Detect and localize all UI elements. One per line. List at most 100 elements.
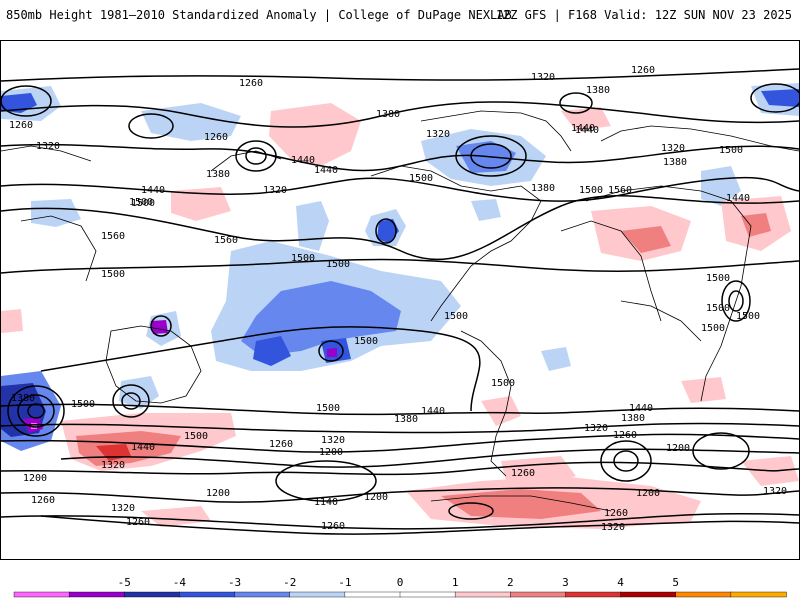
contour-label: 1500 <box>706 303 730 314</box>
contour-label: 1500 <box>491 378 515 389</box>
colorbar-swatch <box>13 591 70 598</box>
contour-label: 1500 <box>719 145 743 156</box>
contour-label: 1440 <box>571 123 595 134</box>
colorbar-tick-label: -3 <box>227 576 242 589</box>
coastlines <box>1 110 799 512</box>
contour-label: 1260 <box>204 132 228 143</box>
contour-label: 1260 <box>613 430 637 441</box>
contour-label: 1380 <box>206 169 230 180</box>
contour-label: 1500 <box>129 197 153 208</box>
contour-label: 1380 <box>621 413 645 424</box>
contour-label: 1440 <box>575 125 599 136</box>
contour-label: 1260 <box>31 495 55 506</box>
contour-label: 1440 <box>314 165 338 176</box>
contour-label: 1200 <box>636 488 660 499</box>
colorbar-swatch <box>68 591 125 598</box>
contour-label: 1260 <box>239 78 263 89</box>
contour-label: 1380 <box>11 393 35 404</box>
header-bar: 850mb Height 1981–2010 Standardized Anom… <box>0 0 800 30</box>
colorbar-swatch <box>234 591 291 598</box>
colorbar-svg <box>13 591 787 598</box>
colorbar: -5 -4 -3 -2 -1 0 1 2 3 4 5 <box>0 566 800 600</box>
contour-label: 1200 <box>666 443 690 454</box>
contour-label: 1440 <box>421 406 445 417</box>
contour-label: 1260 <box>269 439 293 450</box>
contour-label: 1260 <box>604 508 628 519</box>
colorbar-tick-label: -1 <box>338 576 352 589</box>
colorbar-tick-label: 0 <box>396 576 404 589</box>
colorbar-swatch <box>675 591 732 598</box>
contour-labels: 1260 1320 1260 1380 1260 1320 1260 1380 … <box>9 65 787 533</box>
colorbar-swatch <box>510 591 567 598</box>
contour-label: 1260 <box>631 65 655 76</box>
contour-label: 1500 <box>409 173 433 184</box>
contour-label: 1320 <box>601 522 625 533</box>
colorbar-swatch <box>179 591 236 598</box>
colorbar-swatch <box>454 591 511 598</box>
contour-label: 1560 <box>101 231 125 242</box>
contour-label: 1500 <box>101 269 125 280</box>
contour-label: 1560 <box>214 235 238 246</box>
contour-label: 1500 <box>444 311 468 322</box>
colorbar-tick-label: 4 <box>617 576 624 589</box>
contour-label: 1440 <box>726 193 750 204</box>
contour-label: 1500 <box>71 399 95 410</box>
colorbar-swatches <box>13 591 787 598</box>
contour-label: 1500 <box>706 273 730 284</box>
contour-label: 1500 <box>579 185 603 196</box>
contour-label: 1200 <box>319 447 343 458</box>
contour-label: 1200 <box>364 492 388 503</box>
contour-label: 1500 <box>736 311 760 322</box>
colorbar-swatch <box>620 591 677 598</box>
colorbar-tick-label: -4 <box>172 576 187 589</box>
contour-label: 1260 <box>9 120 33 131</box>
colorbar-tick-label: 2 <box>506 576 514 589</box>
contour-label: 1320 <box>111 503 135 514</box>
colorbar-tick-label: 5 <box>672 576 680 589</box>
contour-label: 1500 <box>184 431 208 442</box>
colorbar-swatch <box>124 591 181 598</box>
contour-label: 1380 <box>376 109 400 120</box>
colorbar-swatch <box>730 591 787 598</box>
height-contours <box>1 68 799 535</box>
contour-label: 1320 <box>101 460 125 471</box>
contour-label: 1440 <box>131 442 155 453</box>
colorbar-tick-label: -5 <box>117 576 131 589</box>
contour-label: 1440 <box>291 155 315 166</box>
contour-label: 1320 <box>36 141 60 152</box>
contour-label: 1260 <box>321 521 345 532</box>
negative-anomaly-shading <box>1 83 799 451</box>
colorbar-tick-label: 3 <box>562 576 569 589</box>
colorbar-tick-label: -2 <box>283 576 297 589</box>
contour-label: 1500 <box>316 403 340 414</box>
contour-label: 1500 <box>326 259 350 270</box>
contour-label: 1320 <box>584 423 608 434</box>
contour-label: 1320 <box>321 435 345 446</box>
contour-label: 1200 <box>23 473 47 484</box>
contour-label: 1440 <box>629 403 653 414</box>
map-canvas: 1260 1320 1260 1380 1260 1320 1260 1380 … <box>1 65 799 535</box>
colorbar-swatch <box>565 591 622 598</box>
contour-label: 1440 <box>141 185 165 196</box>
contour-label: 1320 <box>661 143 685 154</box>
contour-label: 1380 <box>394 414 418 425</box>
contour-label: 1320 <box>263 185 287 196</box>
weather-map[interactable]: 1260 1320 1260 1380 1260 1320 1260 1380 … <box>0 40 800 560</box>
colorbar-swatch <box>399 591 456 598</box>
contour-label: 1260 <box>126 517 150 528</box>
contour-label: 1380 <box>531 183 555 194</box>
contour-label: 1200 <box>206 488 230 499</box>
contour-label: 1320 <box>531 72 555 83</box>
contour-label: 1260 <box>511 468 535 479</box>
colorbar-tick-label: 1 <box>451 576 459 589</box>
contour-label: 1380 <box>663 157 687 168</box>
contour-label: 1500 <box>131 198 155 209</box>
contour-label: 1140 <box>314 497 338 508</box>
contour-label: 1500 <box>701 323 725 334</box>
contour-label: 1500 <box>354 336 378 347</box>
contour-label: 1380 <box>586 85 610 96</box>
contour-label: 1560 <box>608 185 632 196</box>
model-run-info: 12Z GFS | F168 Valid: 12Z SUN NOV 23 202… <box>495 8 792 22</box>
colorbar-swatch <box>344 591 401 598</box>
map-title: 850mb Height 1981–2010 Standardized Anom… <box>6 8 512 22</box>
